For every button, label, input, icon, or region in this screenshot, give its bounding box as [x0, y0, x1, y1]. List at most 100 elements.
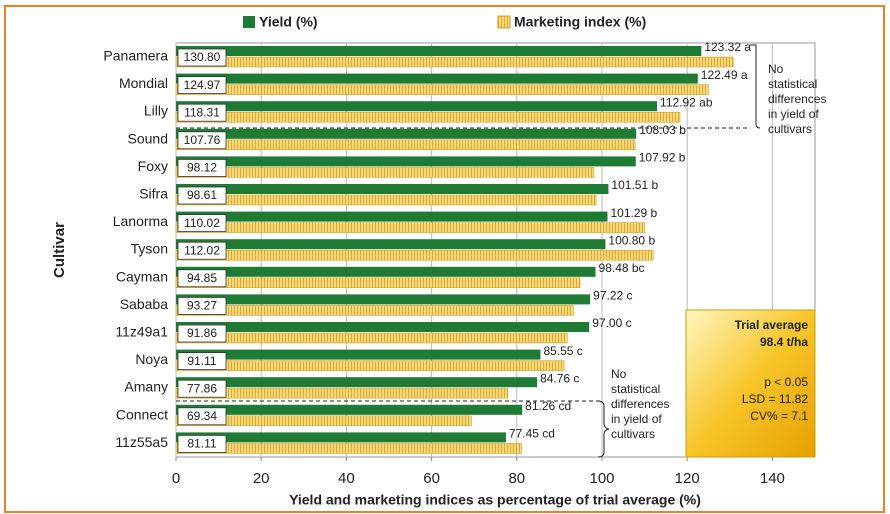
- y-tick-label: Lanorma: [113, 213, 168, 229]
- summary-box: [685, 309, 816, 458]
- label-box: [177, 103, 227, 122]
- bar: [175, 387, 508, 399]
- y-tick-label: Noya: [135, 351, 168, 367]
- value-label: 112.02: [184, 243, 220, 257]
- bar: [176, 322, 590, 332]
- bar: [176, 101, 658, 112]
- label-box: [177, 214, 227, 233]
- value-label: 101.29 b: [610, 206, 657, 220]
- label-box: [177, 324, 227, 343]
- bar: [175, 222, 645, 233]
- summary-subtitle: 98.4 t/ha: [760, 335, 808, 349]
- bar: [175, 249, 654, 261]
- x-tick-label: 140: [760, 470, 785, 487]
- bar: [176, 73, 698, 84]
- x-tick-label: 0: [172, 470, 180, 487]
- bar: [176, 349, 541, 360]
- label-box: [177, 76, 227, 94]
- summary-line: LSD = 11.82: [742, 392, 808, 406]
- y-axis-title: Cultivar: [51, 222, 68, 278]
- value-label: 77.86: [187, 381, 217, 395]
- value-label: 110.02: [184, 216, 220, 230]
- label-box: [177, 241, 227, 260]
- value-label: 112.92 ab: [660, 95, 713, 109]
- y-tick-label: Sound: [128, 130, 168, 146]
- x-tick-label: 60: [423, 470, 440, 487]
- y-tick-label: Foxy: [138, 158, 168, 174]
- x-tick-label: 40: [338, 470, 355, 487]
- bar: [175, 332, 568, 344]
- legend-label: Marketing index (%): [514, 14, 646, 30]
- label-box: [177, 296, 227, 315]
- legend-label: Yield (%): [259, 14, 318, 30]
- value-label: 118.31: [184, 105, 220, 119]
- value-label: 130.80: [184, 50, 221, 64]
- y-tick-label: 11z55a5: [115, 434, 168, 450]
- note: No: [768, 62, 784, 76]
- bar: [176, 128, 637, 139]
- bar: [175, 277, 581, 289]
- value-label: 91.86: [187, 326, 217, 340]
- value-label: 81.11: [187, 437, 216, 451]
- bar: [176, 46, 702, 56]
- value-label: 77.45 cd: [509, 427, 555, 441]
- summary-line: p < 0.05: [764, 375, 808, 389]
- x-tick-label: 100: [589, 470, 614, 487]
- y-tick-label: Connect: [116, 406, 168, 422]
- bar: [176, 404, 523, 415]
- value-label: 98.61: [187, 188, 217, 202]
- bracket: [750, 44, 761, 129]
- value-label: 93.27: [187, 299, 217, 313]
- note: in yield of: [768, 107, 819, 121]
- value-label: 69.34: [187, 409, 217, 423]
- y-tick-label: Amany: [124, 379, 168, 395]
- note: No: [611, 367, 627, 381]
- bar: [175, 194, 597, 206]
- bar: [176, 294, 591, 305]
- bar: [176, 239, 606, 250]
- value-label: 100.80 b: [608, 233, 655, 247]
- bar: [176, 377, 538, 388]
- bar: [175, 167, 595, 178]
- value-label: 107.76: [184, 133, 221, 147]
- label-box: [177, 48, 227, 67]
- y-tick-label: Sababa: [120, 296, 168, 312]
- bar: [175, 56, 734, 68]
- x-tick-label: 20: [253, 470, 270, 487]
- note: statistical: [611, 382, 660, 396]
- value-label: 98.12: [187, 161, 217, 175]
- value-label: 84.76 c: [540, 371, 579, 385]
- value-label: 91.11: [187, 354, 216, 368]
- bar: [175, 111, 681, 123]
- value-label: 107.92 b: [639, 151, 686, 165]
- bar: [175, 305, 574, 316]
- bar: [175, 360, 565, 371]
- value-label: 97.22 c: [593, 289, 632, 303]
- bracket: [597, 400, 610, 458]
- x-tick-label: 120: [675, 470, 700, 487]
- bar: [176, 184, 609, 194]
- label-box: [177, 269, 227, 288]
- value-label: 122.49 a: [701, 68, 748, 82]
- label-box: [177, 379, 227, 398]
- label-box: [177, 158, 227, 177]
- note: statistical: [768, 77, 817, 91]
- note: differences: [611, 397, 669, 411]
- x-tick-label: 80: [508, 470, 525, 487]
- value-label: 81.26 cd: [525, 399, 571, 413]
- value-label: 94.85: [187, 271, 217, 285]
- value-label: 98.48 bc: [599, 261, 645, 275]
- x-axis-title: Yield and marketing indices as percentag…: [289, 492, 701, 508]
- label-box: [177, 434, 227, 453]
- bar: [175, 139, 636, 151]
- note: cultivars: [611, 427, 655, 441]
- value-label: 124.97: [184, 78, 221, 92]
- value-label: 123.32 a: [704, 40, 751, 54]
- label-box: [177, 407, 227, 426]
- legend-swatch: [497, 15, 511, 29]
- legend-swatch: [243, 16, 255, 28]
- bar: [176, 432, 506, 443]
- y-tick-label: 11z49a1: [115, 324, 168, 340]
- summary-title: Trial average: [735, 318, 809, 332]
